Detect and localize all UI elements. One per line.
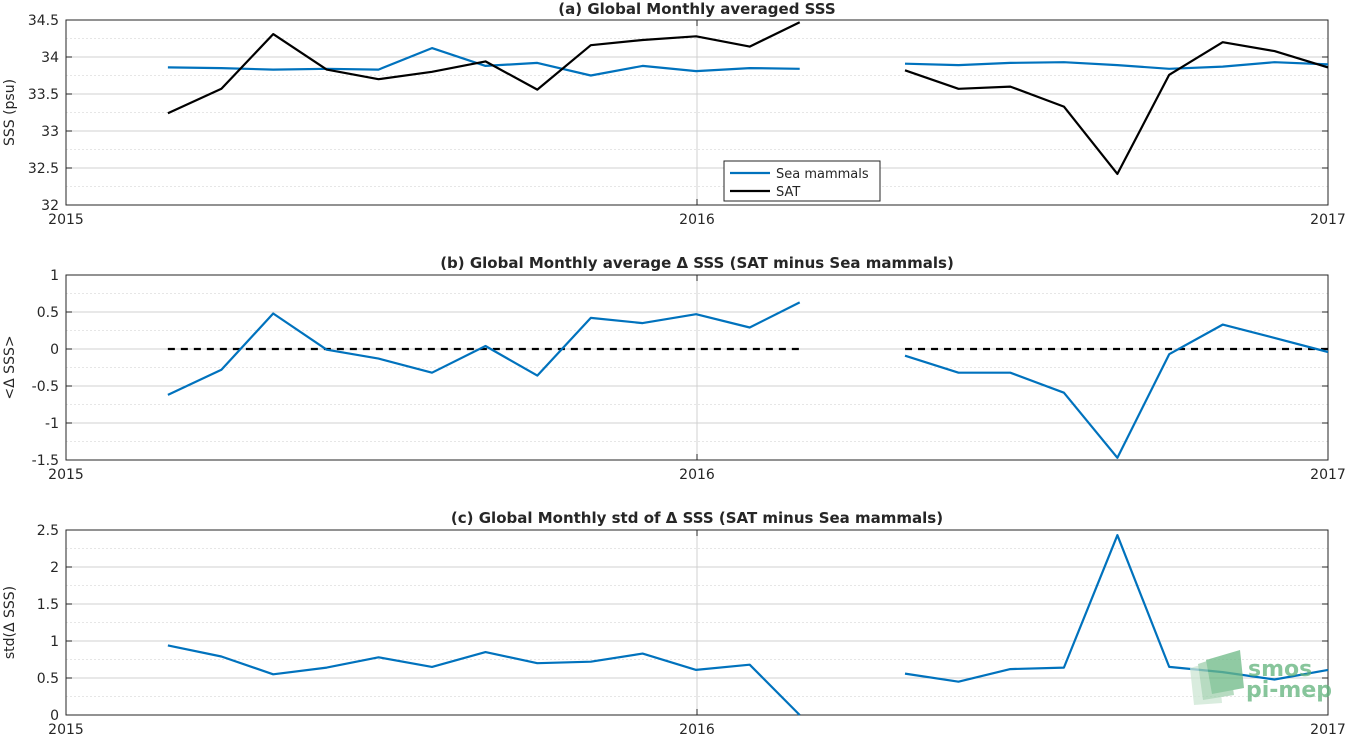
series-line-series-segment-2 bbox=[904, 534, 1329, 683]
y-tick-label: 34 bbox=[41, 50, 59, 66]
series-line-series-segment-2 bbox=[904, 323, 1329, 459]
x-tick-label: 2017 bbox=[1310, 467, 1346, 483]
logo-line1: smos bbox=[1248, 657, 1312, 682]
series-line-series-segment-1 bbox=[167, 301, 801, 396]
panel-a: 32 32.5 33 33.5 34 34.5 2015 2016 2017 (a) Global… bbox=[2, 0, 1346, 228]
y-tick-label: 0.5 bbox=[37, 305, 59, 321]
logo-line2: pi-mep bbox=[1246, 678, 1332, 703]
smos-pi-mep-logo: smos pi-mep bbox=[1190, 650, 1332, 705]
legend-label: SAT bbox=[776, 185, 800, 200]
y-tick-label: 33 bbox=[41, 124, 59, 140]
x-tick-label: 2015 bbox=[48, 212, 84, 228]
y-tick-label: 1.5 bbox=[37, 597, 59, 613]
y-tick-label: 32.5 bbox=[28, 161, 59, 177]
y-tick-label: 2.5 bbox=[37, 523, 59, 539]
chart-title: (b) Global Monthly average Δ SSS (SAT mi… bbox=[440, 254, 954, 272]
chart-title: (a) Global Monthly averaged SSS bbox=[558, 0, 835, 18]
y-tick-label: -1.5 bbox=[32, 453, 59, 469]
panel-b: -1.5 -1 -0.5 0 0.5 1 2015 2016 2017 (b) Global Mo… bbox=[2, 254, 1346, 483]
y-tick-label: 1 bbox=[50, 268, 59, 284]
legend-label: Sea mammals bbox=[776, 167, 869, 182]
chart-title: (c) Global Monthly std of Δ SSS (SAT min… bbox=[451, 509, 943, 527]
panel-c: 0 0.5 1 1.5 2 2.5 2015 2016 2017 (c) Global Month… bbox=[2, 509, 1346, 736]
y-tick-label: 34.5 bbox=[28, 13, 59, 29]
x-tick-label: 2016 bbox=[679, 722, 715, 736]
legend: Sea mammals SAT bbox=[723, 160, 881, 202]
x-tick-label: 2017 bbox=[1310, 722, 1346, 736]
x-tick-label: 2017 bbox=[1310, 212, 1346, 228]
series-line-sea-mammals-segment-2 bbox=[904, 61, 1329, 70]
y-tick-label: -0.5 bbox=[32, 379, 59, 395]
y-axis-label: std(Δ SSS) bbox=[2, 586, 18, 659]
x-tick-label: 2016 bbox=[679, 467, 715, 483]
x-tick-label: 2015 bbox=[48, 722, 84, 736]
y-tick-label: 1 bbox=[50, 634, 59, 650]
series-line-series-segment-1 bbox=[167, 644, 801, 716]
x-tick-label: 2015 bbox=[48, 467, 84, 483]
series-line-sat-segment-1 bbox=[167, 21, 801, 115]
y-axis-label: <Δ SSS> bbox=[2, 335, 18, 399]
y-tick-label: 32 bbox=[41, 198, 59, 214]
series-line-sea-mammals-segment-1 bbox=[167, 46, 800, 77]
x-tick-label: 2016 bbox=[679, 212, 715, 228]
y-tick-label: 0.5 bbox=[37, 671, 59, 687]
y-tick-label: -1 bbox=[45, 416, 59, 432]
legend-box bbox=[723, 160, 881, 202]
series-line-sat-segment-2 bbox=[904, 41, 1329, 175]
y-tick-label: 33.5 bbox=[28, 87, 59, 103]
y-tick-label: 2 bbox=[50, 560, 59, 576]
y-tick-label: 0 bbox=[50, 708, 59, 724]
y-axis-label: SSS (psu) bbox=[2, 79, 18, 146]
y-tick-label: 0 bbox=[50, 342, 59, 358]
